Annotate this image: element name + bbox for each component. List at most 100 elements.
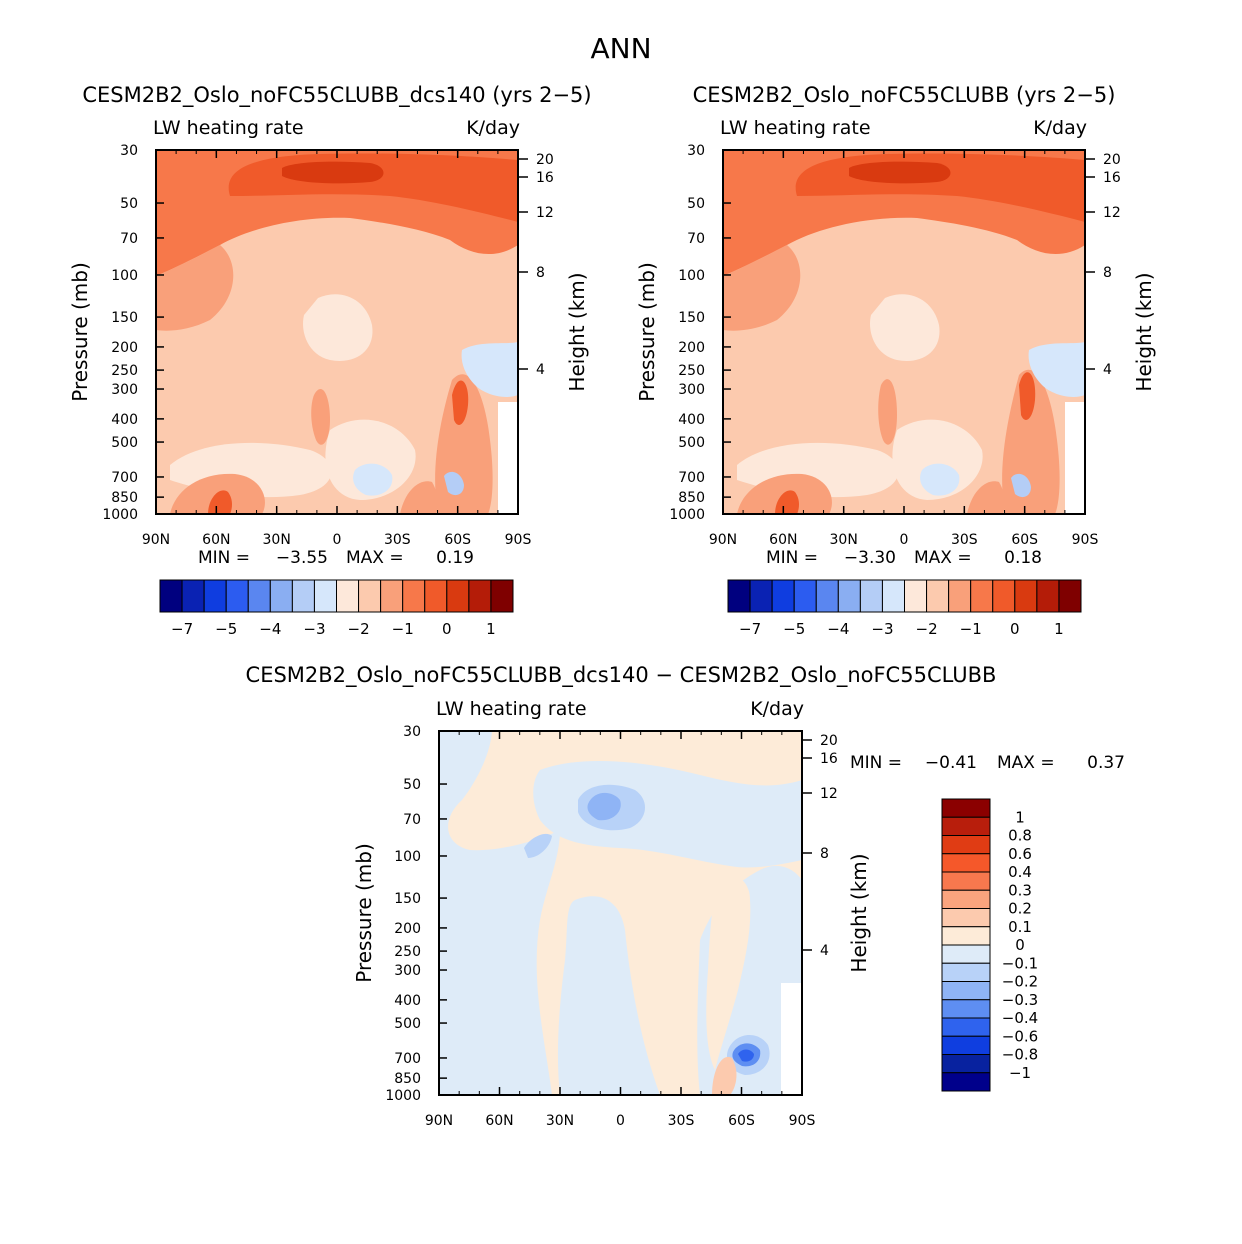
- panel-c-neg-small-blob: [524, 833, 552, 858]
- x-tick-label: 60N: [202, 532, 230, 548]
- y-tick-label: 150: [111, 310, 138, 326]
- y-tick-label: 300: [678, 382, 705, 398]
- panel-a-surface-max-left: [208, 490, 232, 514]
- y-tick-label: 30: [120, 143, 138, 159]
- colorbar-swatch: [793, 579, 817, 613]
- panel-c-y-label-right: Height (km): [847, 853, 871, 972]
- colorbar-swatch: [336, 579, 360, 613]
- colorbar-swatch: [941, 999, 991, 1019]
- y-tick-label: 250: [678, 363, 705, 379]
- panel-b-y-label: Pressure (mb): [635, 262, 659, 402]
- x-tick-label: 30N: [546, 1113, 574, 1129]
- panel-c-neg-left-column: [439, 731, 560, 1095]
- panel-b-warm-surface-sh: [967, 481, 1005, 514]
- colorbar-swatch: [941, 816, 991, 836]
- colorbar-label: 0.1: [1008, 918, 1032, 936]
- y-right-tick-label: 4: [536, 362, 545, 378]
- panel-b-right-label: K/day: [1033, 117, 1087, 139]
- panel-b-cool-sh-low: [1011, 473, 1031, 498]
- colorbar-swatch: [402, 579, 426, 613]
- y-right-tick-label: 16: [1103, 170, 1121, 186]
- colorbar-swatch: [859, 579, 883, 613]
- panel-b-surface-max-left: [775, 490, 799, 514]
- panel-c-neg-upper-core: [587, 792, 621, 821]
- panel-b-y-label-right: Height (km): [1132, 272, 1156, 391]
- x-tick-label: 30N: [830, 532, 858, 548]
- colorbar-swatch: [941, 853, 991, 873]
- colorbar-swatch: [992, 579, 1016, 613]
- y-right-tick-label: 12: [820, 786, 838, 802]
- panel-b-column-warm: [878, 379, 897, 445]
- colorbar-label: −1: [1009, 1064, 1031, 1082]
- y-right-tick-label: 12: [1103, 205, 1121, 221]
- panel-b-upper-moderate: [723, 245, 801, 331]
- panel-a-right-label: K/day: [466, 117, 520, 139]
- panel-c-min-label: MIN =: [850, 753, 902, 773]
- panel-c-max-label: MAX =: [997, 753, 1055, 773]
- y-right-tick-label: 16: [536, 170, 554, 186]
- y-tick-label: 200: [678, 340, 705, 356]
- colorbar-swatch: [941, 981, 991, 1001]
- panel-a-left-label: LW heating rate: [153, 117, 304, 139]
- y-tick-label: 500: [678, 435, 705, 451]
- colorbar-swatch: [926, 579, 950, 613]
- x-tick-label: 0: [900, 532, 909, 548]
- x-tick-label: 90N: [142, 532, 170, 548]
- y-tick-label: 200: [394, 921, 421, 937]
- colorbar-label: 0.2: [1008, 900, 1032, 918]
- panel-a-max-label: MAX =: [346, 548, 404, 568]
- colorbar-swatch: [727, 579, 751, 613]
- colorbar-swatch: [941, 889, 991, 909]
- y-tick-label: 50: [120, 196, 138, 212]
- colorbar-label: −7: [739, 620, 761, 638]
- x-tick-label: 60N: [485, 1113, 513, 1129]
- panel-b-max-value: 0.18: [1004, 548, 1042, 568]
- panel-c-max-value: 0.37: [1087, 753, 1125, 773]
- colorbar-label: 1: [486, 620, 496, 638]
- panel-a-missing-topography: [498, 402, 518, 514]
- y-tick-label: 50: [687, 196, 705, 212]
- y-tick-label: 30: [403, 724, 421, 740]
- panel-b-min-value: −3.30: [844, 548, 896, 568]
- y-tick-label: 400: [111, 412, 138, 428]
- y-tick-label: 1000: [669, 507, 705, 523]
- colorbar-swatch: [941, 835, 991, 855]
- figure-title: ANN: [590, 32, 651, 65]
- colorbar-swatch: [1036, 579, 1060, 613]
- colorbar-label: −1: [960, 620, 982, 638]
- colorbar-label: −4: [259, 620, 281, 638]
- y-tick-label: 50: [403, 777, 421, 793]
- colorbar-label: 0.8: [1008, 827, 1032, 845]
- colorbar-label: −0.4: [1002, 1009, 1038, 1027]
- panel-a-cool-low: [353, 463, 393, 496]
- panel-b-cool-low: [920, 463, 960, 496]
- colorbar-swatch: [1014, 579, 1038, 613]
- colorbar-swatch: [837, 579, 861, 613]
- panel-a-title: CESM2B2_Oslo_noFC55CLUBB_dcs140 (yrs 2−5…: [82, 83, 591, 108]
- colorbar-label: −5: [783, 620, 805, 638]
- colorbar-swatch: [203, 579, 227, 613]
- panel-a: CESM2B2_Oslo_noFC55CLUBB_dcs140 (yrs 2−5…: [68, 83, 592, 638]
- y-tick-label: 250: [394, 944, 421, 960]
- y-tick-label: 700: [111, 470, 138, 486]
- colorbar-swatch: [313, 579, 337, 613]
- colorbar-label: −0.8: [1002, 1046, 1038, 1064]
- y-right-tick-label: 12: [536, 205, 554, 221]
- colorbar-label: −0.2: [1002, 973, 1038, 991]
- x-tick-label: 90S: [1072, 532, 1099, 548]
- panel-a-y-label-right: Height (km): [565, 272, 589, 391]
- colorbar-swatch: [941, 871, 991, 891]
- colorbar-swatch: [941, 798, 991, 818]
- panel-a-colorbar: −7 −5 −4 −3 −2 −1 0 1: [159, 579, 514, 638]
- y-tick-label: 400: [394, 993, 421, 1009]
- colorbar-swatch: [424, 579, 448, 613]
- x-tick-label: 60S: [444, 532, 471, 548]
- colorbar-swatch: [771, 579, 795, 613]
- y-right-tick-label: 20: [536, 152, 554, 168]
- x-tick-label: 60N: [769, 532, 797, 548]
- panel-b-colorbar: −7 −5 −4 −3 −2 −1 0 1: [727, 579, 1082, 638]
- y-tick-label: 70: [120, 231, 138, 247]
- colorbar-label: −3: [303, 620, 325, 638]
- y-tick-label: 1000: [385, 1088, 421, 1104]
